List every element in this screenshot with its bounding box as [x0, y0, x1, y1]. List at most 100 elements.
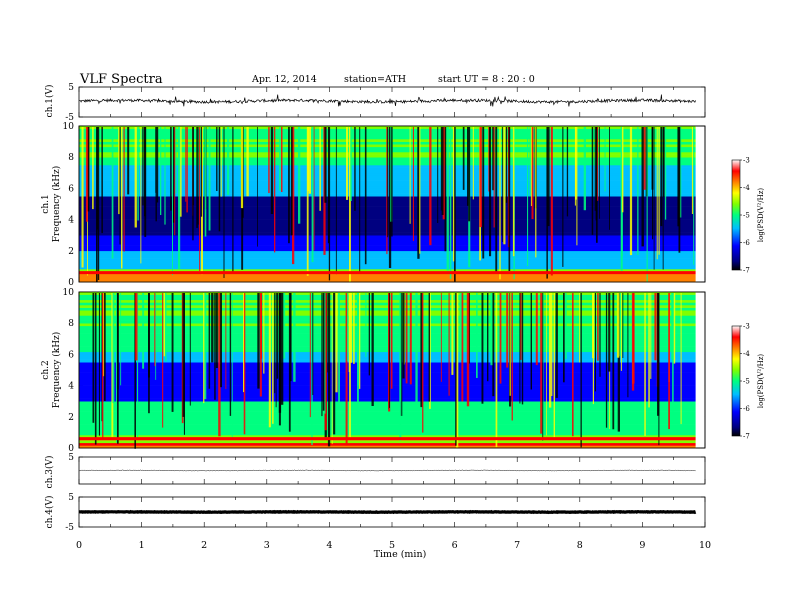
ch1-spectrogram-sferic [643, 127, 646, 190]
ch2-spectrogram-sferic [182, 293, 185, 417]
ch2-spectrogram-border [78, 291, 706, 449]
ch2-spectrogram-band [79, 375, 697, 379]
ch2-spectrogram-sferic [111, 293, 114, 437]
ch2-spectrogram-sferic [551, 293, 553, 396]
ch2-spectrogram-sferic [104, 293, 106, 401]
x-tick-label: 6 [452, 540, 458, 551]
ch2-spectrogram-sferic [592, 293, 594, 405]
ch2-spectrogram-sferic [415, 293, 418, 404]
ch2-spectrogram-sferic [353, 293, 355, 364]
ch1-spectrogram-sferic [96, 127, 98, 283]
ch4-waveform-ytick-label: -5 [65, 523, 74, 533]
ch1-spectrogram-sferic [437, 127, 439, 223]
ch2-spectrogram-sferic [563, 293, 565, 383]
ch1-spectrogram-sferic [81, 127, 84, 268]
ch2-spectrogram-sferic [189, 293, 191, 406]
ch1-spectrogram-sferic [629, 127, 633, 256]
ch1-spectrogram-band [79, 261, 697, 265]
ch1-spectrogram-sferic [288, 127, 290, 244]
ch1-spectrogram-empty [695, 126, 705, 282]
ch2-spectrogram-sferic [331, 293, 333, 445]
ch1-spectrogram-sferic [119, 127, 121, 245]
ch1-spectrogram-sferic [204, 127, 207, 237]
ch2-spectrogram-sferic [275, 293, 277, 408]
ch1-spectrogram-sferic [349, 127, 351, 283]
ch1-spectrogram-sferic [200, 127, 203, 217]
ch2-spectrogram-band [79, 432, 697, 436]
ch2-spectrogram-sferic [112, 293, 115, 404]
ch2-spectrogram-band [79, 409, 697, 412]
ch1-spectrogram-sferic [359, 127, 361, 274]
ch2-spectrogram-band [79, 429, 697, 433]
ch1-spectrogram-sferic [566, 127, 569, 217]
ch2-spectrogram-sferic [260, 293, 263, 359]
ch1-spectrogram-sferic [479, 127, 482, 228]
ch1-spectrogram-sferic [364, 127, 367, 265]
ch1-spectrogram-sferic [386, 127, 388, 255]
ch2-spectrogram-band [79, 393, 697, 397]
ch2-spectrogram-band [79, 377, 697, 381]
ch2-spectrogram-band [79, 351, 697, 355]
ch4-waveform-trace [79, 509, 697, 515]
ch2-spectrogram-sferic [555, 293, 558, 398]
ch1-spectrogram-sferic [327, 127, 329, 244]
ch1-spectrogram-ytick-label: 6 [68, 184, 74, 194]
ch1-spectrogram-sferic [574, 127, 576, 206]
ch2-spectrogram-sferic [631, 293, 635, 391]
ch1-spectrogram-sferic [298, 127, 301, 224]
ch1-spectrogram-sferic [591, 127, 594, 235]
ch2-spectrogram-sferic [137, 293, 139, 439]
ch1-spectrogram-sferic [170, 127, 172, 211]
ch1-spectrogram-sferic [417, 127, 420, 259]
ch1-spectrogram-sferic [346, 127, 349, 200]
ch2-spectrogram-band [79, 312, 697, 316]
ch1-spectrogram-sferic [140, 127, 142, 264]
ch1-spectrogram-ytick-label: 10 [63, 122, 75, 132]
ch2-spectrogram-sferic [92, 293, 95, 423]
ch2-colorbar-tick-label: -7 [743, 433, 750, 441]
ch2-spectrogram-sferic [117, 293, 119, 444]
ch1-spectrogram-sferic [268, 127, 270, 194]
ch2-spectrogram-band [79, 367, 697, 371]
ch2-spectrogram-sferic [579, 293, 581, 363]
ch1-spectrogram-sferic [199, 127, 201, 271]
ch2-spectrogram-sferic [165, 293, 167, 362]
ch1-colorbar-tick-label: -4 [743, 184, 750, 192]
ch2-spectrogram-band [79, 333, 697, 337]
ch1-spectrogram-sferic [505, 127, 508, 203]
ch2-spectrogram-sferic [324, 293, 326, 414]
ch1-spectrogram-sferic [192, 127, 194, 241]
ch2-spectrogram-sferic [274, 293, 276, 394]
ch2-spectrogram-sferic [654, 293, 657, 361]
ch2-spectrogram-sferic [208, 293, 211, 389]
ch2-spectrogram-sferic [456, 293, 459, 448]
ch2-spectrogram-sferic [203, 293, 205, 404]
ch2-spectrogram-band [79, 422, 697, 425]
ch2-spectrogram-sferic [658, 293, 660, 446]
ch2-spectrogram-sferic [280, 293, 284, 405]
ch1-spectrogram-sferic [186, 127, 188, 213]
ch2-spectrogram-band [79, 349, 697, 353]
ch1-spectrogram-sferic [388, 127, 392, 268]
ch1-spectrogram-sferic [121, 127, 123, 269]
ch1-spectrogram-sferic [599, 127, 600, 219]
ch2-colorbar-tick-label: -4 [743, 350, 750, 358]
ch2-spectrogram-band [79, 341, 697, 345]
ch2-spectrogram-sferic [204, 293, 207, 400]
ch1-spectrogram-sferic [387, 127, 389, 238]
ch2-spectrogram-lf-line [79, 437, 697, 441]
ch2-spectrogram-sferic [468, 293, 470, 364]
ch2-spectrogram-band [79, 372, 697, 376]
ch1-spectrogram-sferic [502, 127, 504, 242]
x-tick-label: 1 [139, 540, 145, 551]
ch1-spectrogram-sferic [164, 127, 166, 225]
ch2-spectrogram-sferic [597, 293, 599, 361]
ch2-spectrogram-empty [695, 292, 705, 448]
ch1-spectrogram-sferic [92, 127, 94, 210]
ch1-spectrogram-sferic [196, 127, 198, 228]
ch2-spectrogram-band [79, 416, 697, 420]
ch1-spectrogram-sferic [127, 127, 130, 195]
ch1-spectrogram-sferic [218, 127, 221, 232]
ch1-spectrogram-sferic [281, 127, 283, 192]
ch1-spectrogram-sferic [641, 127, 644, 247]
